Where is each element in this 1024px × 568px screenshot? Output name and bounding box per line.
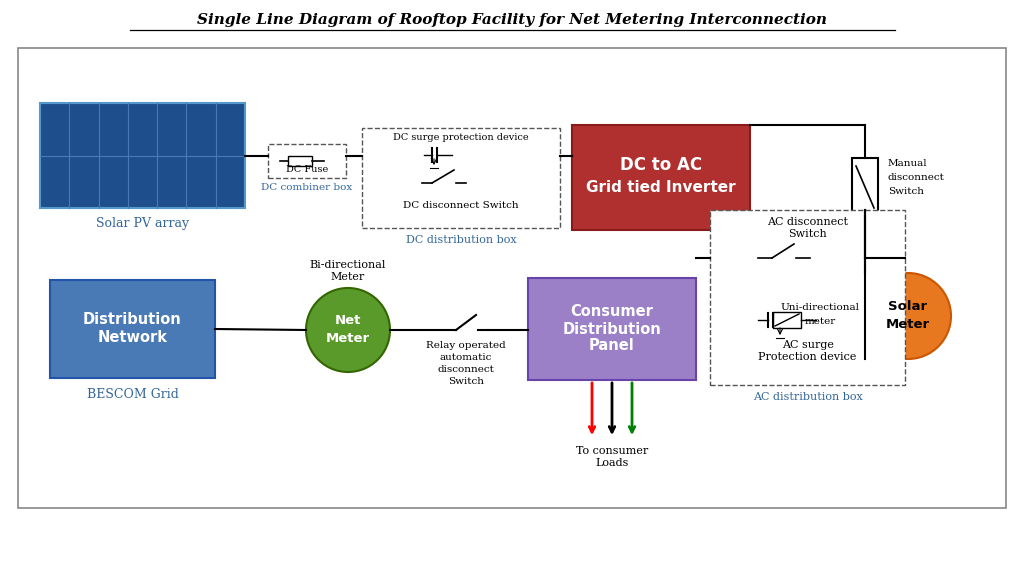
Text: DC surge protection device: DC surge protection device bbox=[393, 133, 528, 143]
Text: AC distribution box: AC distribution box bbox=[753, 392, 862, 402]
Text: Relay operated: Relay operated bbox=[426, 341, 506, 350]
Text: DC distribution box: DC distribution box bbox=[406, 235, 516, 245]
Text: Solar PV array: Solar PV array bbox=[96, 216, 189, 229]
Text: Uni-directional: Uni-directional bbox=[780, 303, 859, 312]
Text: Solar: Solar bbox=[889, 300, 928, 314]
Bar bbox=[362, 128, 560, 228]
Text: Manual: Manual bbox=[888, 158, 928, 168]
Text: Distribution: Distribution bbox=[562, 321, 662, 336]
Circle shape bbox=[865, 273, 951, 359]
Bar bbox=[528, 278, 696, 380]
Bar bbox=[852, 158, 878, 216]
Text: Switch: Switch bbox=[888, 186, 924, 195]
Text: Meter: Meter bbox=[331, 272, 366, 282]
Text: Protection device: Protection device bbox=[759, 352, 857, 362]
Text: Switch: Switch bbox=[449, 378, 484, 386]
Bar bbox=[773, 312, 801, 328]
Text: Grid tied Inverter: Grid tied Inverter bbox=[586, 180, 736, 195]
Circle shape bbox=[306, 288, 390, 372]
Text: Net: Net bbox=[335, 315, 361, 328]
Text: meter: meter bbox=[805, 316, 836, 325]
Text: Distribution: Distribution bbox=[83, 311, 182, 327]
Bar bbox=[50, 280, 215, 378]
Text: AC surge: AC surge bbox=[781, 340, 834, 350]
Bar bbox=[288, 156, 312, 166]
Text: DC combiner box: DC combiner box bbox=[261, 182, 352, 191]
Text: Network: Network bbox=[97, 331, 168, 345]
Text: Meter: Meter bbox=[886, 319, 930, 332]
Text: disconnect: disconnect bbox=[437, 365, 495, 374]
Text: Bi-directional: Bi-directional bbox=[310, 260, 386, 270]
Text: automatic: automatic bbox=[440, 353, 493, 362]
Bar bbox=[18, 48, 1006, 508]
Text: AC disconnect: AC disconnect bbox=[767, 217, 848, 227]
Text: Consumer: Consumer bbox=[570, 304, 653, 319]
Text: Single Line Diagram of Rooftop Facility for Net Metering Interconnection: Single Line Diagram of Rooftop Facility … bbox=[197, 13, 827, 27]
Text: disconnect: disconnect bbox=[888, 173, 945, 182]
Text: To consumer: To consumer bbox=[575, 446, 648, 456]
Text: DC to AC: DC to AC bbox=[620, 157, 702, 174]
Text: Panel: Panel bbox=[589, 339, 635, 353]
Bar bbox=[268, 144, 346, 178]
Text: Meter: Meter bbox=[326, 332, 370, 345]
Text: Switch: Switch bbox=[788, 229, 826, 239]
Text: Loads: Loads bbox=[595, 458, 629, 468]
Text: DC Fuse: DC Fuse bbox=[286, 165, 328, 173]
Text: DC disconnect Switch: DC disconnect Switch bbox=[403, 202, 519, 211]
Bar bbox=[710, 210, 905, 385]
Text: BESCOM Grid: BESCOM Grid bbox=[87, 387, 178, 400]
Bar bbox=[40, 103, 245, 208]
Bar bbox=[572, 125, 750, 230]
